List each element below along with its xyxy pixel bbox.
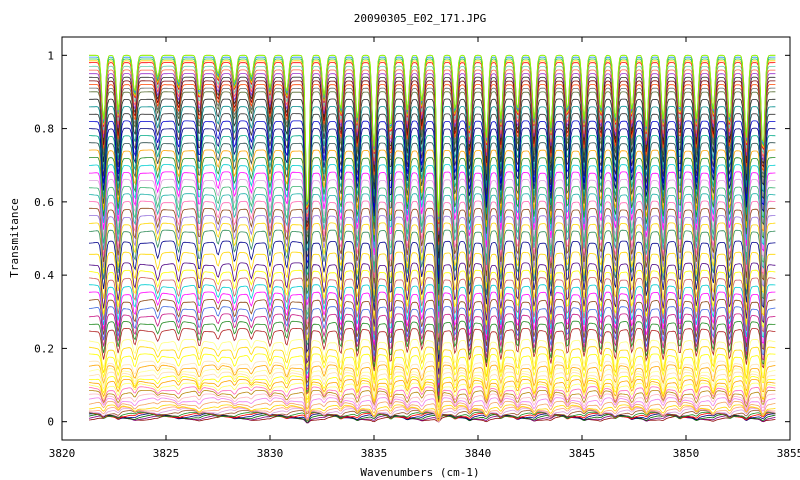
series-line	[88, 306, 776, 392]
series-line	[89, 58, 776, 221]
series-line	[88, 406, 776, 423]
y-tick-label: 1	[47, 49, 54, 62]
series-line	[88, 284, 776, 383]
series-line	[88, 346, 776, 407]
series-line	[89, 65, 776, 228]
x-tick-label: 3850	[673, 447, 700, 460]
series-line	[89, 91, 776, 252]
y-tick-label: 0	[47, 416, 54, 429]
x-tick-label: 3825	[153, 447, 180, 460]
plot-frame	[61, 36, 791, 441]
x-tick-label: 3845	[569, 447, 596, 460]
series-line	[88, 229, 776, 355]
y-tick-label: 0.4	[34, 269, 54, 282]
series-line	[88, 368, 776, 412]
y-tick-label: 0.6	[34, 196, 54, 209]
y-ticks: 0 0.2 0.4 0.6 0.8 1	[34, 49, 790, 429]
series-line	[89, 54, 776, 217]
series-line	[88, 291, 776, 386]
x-ticks: 3820 3825 3830 3835 3840 3845 3850 3855	[49, 37, 800, 460]
x-axis-label: Wavenumbers (cm-1)	[360, 466, 479, 479]
series-line	[88, 298, 776, 389]
series-line	[88, 269, 776, 378]
y-tick-label: 0.8	[34, 123, 54, 136]
series-line	[88, 215, 776, 346]
series-line	[88, 413, 776, 423]
series-line	[88, 320, 776, 400]
x-tick-label: 3835	[361, 447, 388, 460]
series-line	[88, 404, 776, 421]
series-line	[88, 277, 776, 381]
series-line	[88, 222, 776, 351]
series-line	[88, 415, 776, 424]
series-line	[89, 73, 776, 235]
series-line	[88, 313, 776, 396]
series-line	[88, 414, 776, 424]
series-line	[88, 353, 776, 408]
series-line	[88, 364, 776, 410]
series-line	[88, 262, 776, 375]
series-line	[88, 382, 776, 418]
series-line	[88, 371, 776, 414]
series-line	[88, 378, 776, 418]
series-line	[88, 327, 776, 403]
series-line	[89, 251, 776, 369]
series-line	[88, 408, 776, 424]
chart-title: 20090305_E02_171.JPG	[354, 12, 486, 25]
series-line	[89, 390, 776, 418]
x-tick-label: 3840	[465, 447, 492, 460]
series-line	[88, 186, 776, 329]
x-tick-label: 3820	[49, 447, 76, 460]
series-line	[89, 80, 776, 242]
series-layer	[88, 54, 776, 424]
series-line	[89, 207, 776, 342]
y-axis-label: Transmitance	[8, 198, 21, 277]
series-line	[89, 127, 776, 285]
series-line	[89, 113, 776, 272]
series-line	[88, 360, 776, 409]
y-tick-label: 0.2	[34, 342, 54, 355]
x-tick-label: 3855	[777, 447, 800, 460]
series-line	[88, 98, 776, 259]
series-line	[88, 400, 776, 421]
series-line	[88, 338, 776, 406]
series-line	[88, 397, 776, 419]
x-tick-label: 3830	[257, 447, 284, 460]
series-line	[88, 240, 776, 362]
series-line	[89, 375, 776, 416]
series-line	[88, 393, 776, 418]
series-line	[89, 105, 776, 265]
